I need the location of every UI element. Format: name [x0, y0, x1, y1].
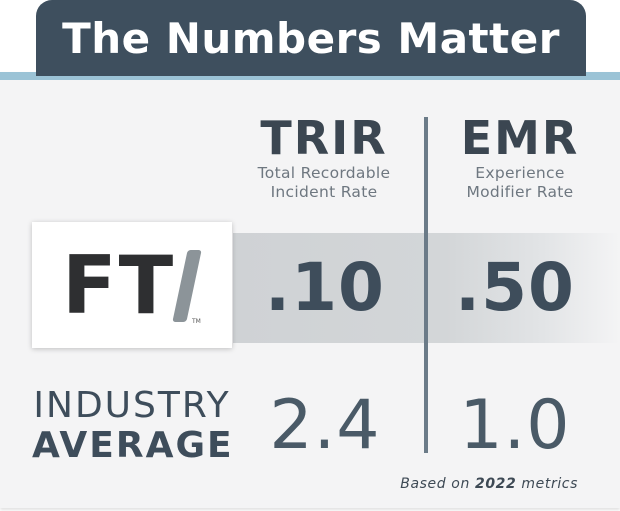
- emr-abbr: EMR: [460, 111, 580, 165]
- emr-label-line2: Modifier Rate: [466, 183, 574, 201]
- industry-label-line1: INDUSTRY: [33, 385, 231, 426]
- industry-label-line2: AVERAGE: [32, 425, 234, 466]
- fti-logo-trademark: TM: [192, 318, 201, 325]
- trir-label-line1: Total Recordable: [257, 164, 391, 182]
- industry-emr-value: 1.0: [459, 386, 571, 465]
- fti-logo-text: FT: [62, 239, 176, 332]
- header-banner: The Numbers Matter: [36, 0, 586, 76]
- industry-average-label: INDUSTRY AVERAGE: [32, 386, 232, 466]
- footnote-prefix: Based on: [400, 476, 470, 492]
- column-divider: [424, 117, 428, 453]
- footnote: Based on 2022 metrics: [400, 476, 578, 492]
- footnote-suffix: metrics: [521, 476, 578, 492]
- trir-label-line2: Incident Rate: [270, 183, 378, 201]
- fti-logo-slash-icon: [172, 250, 202, 322]
- footnote-year: 2022: [474, 476, 517, 492]
- fti-emr-value: .50: [455, 249, 575, 326]
- fti-logo: FT TM: [32, 222, 232, 348]
- emr-column-header: EMR Experience Modifier Rate: [440, 112, 600, 202]
- industry-trir-value: 2.4: [269, 386, 381, 465]
- fti-trir-value: .10: [265, 249, 385, 326]
- trir-column-header: TRIR Total Recordable Incident Rate: [235, 112, 413, 202]
- emr-label-line1: Experience: [475, 164, 565, 182]
- page-title: The Numbers Matter: [62, 13, 560, 63]
- trir-abbr: TRIR: [260, 111, 388, 165]
